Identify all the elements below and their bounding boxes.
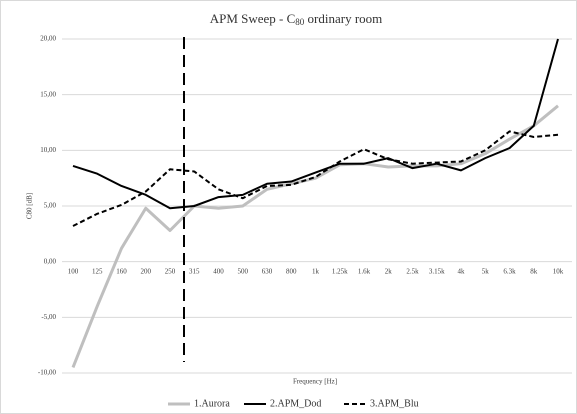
x-tick-label: 100	[68, 267, 79, 275]
x-tick-label: 160	[116, 267, 127, 275]
x-tick-label: 4k	[458, 267, 466, 275]
x-tick-label: 6.3k	[503, 267, 516, 275]
chart-title: APM Sweep - C80 ordinary room	[210, 11, 383, 27]
x-tick-label: 1.6k	[358, 267, 371, 275]
x-tick-label: 500	[238, 267, 249, 275]
x-tick-label: 200	[141, 267, 152, 275]
x-tick-label: 1k	[312, 267, 320, 275]
y-tick-label: 15,00	[40, 90, 56, 98]
y-tick-label: -5,00	[41, 313, 56, 321]
x-tick-label: 2k	[385, 267, 393, 275]
title-part: ordinary room	[304, 11, 382, 26]
x-tick-label: 10k	[553, 267, 564, 275]
legend-label: 3.APM_Blu	[370, 398, 419, 409]
x-tick-label: 315	[189, 267, 200, 275]
x-tick-label: 800	[286, 267, 297, 275]
x-tick-label: 400	[213, 267, 224, 275]
title-part: APM Sweep - C	[210, 11, 296, 26]
x-tick-label: 125	[92, 267, 103, 275]
y-tick-label: 10,00	[40, 146, 56, 154]
y-tick-label: 0,00	[44, 257, 57, 265]
x-tick-label: 5k	[482, 267, 490, 275]
series-line	[72, 130, 559, 227]
series-line	[71, 104, 559, 368]
y-axis-label: C80 [dB]	[26, 193, 34, 219]
x-tick-label: 250	[165, 267, 176, 275]
x-tick-label: 3.15k	[429, 267, 445, 275]
legend-label: 2.APM_Dod	[270, 398, 321, 409]
x-tick-label: 2.5k	[406, 267, 419, 275]
legend: 1.Aurora 2.APM_Dod 3.APM_Blu	[168, 398, 419, 409]
x-tick-label: 630	[262, 267, 273, 275]
x-axis-label: Frequency [Hz]	[293, 378, 337, 386]
y-tick-label: 5,00	[44, 202, 57, 210]
title-subscript: 80	[295, 17, 305, 27]
series-line	[72, 38, 559, 210]
legend-label: 1.Aurora	[194, 398, 230, 409]
x-tick-label: 1.25k	[332, 267, 348, 275]
x-tick-label: 8k	[530, 267, 538, 275]
y-tick-label: 20,00	[40, 35, 56, 43]
y-tick-label: -10,00	[38, 369, 57, 377]
